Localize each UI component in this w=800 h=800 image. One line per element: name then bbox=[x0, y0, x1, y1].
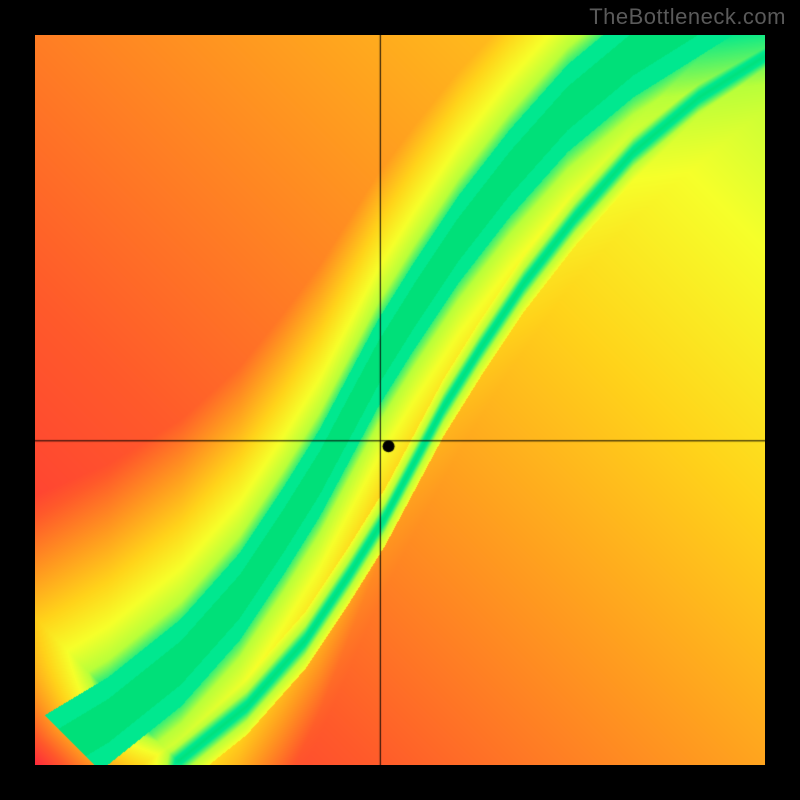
watermark-text: TheBottleneck.com bbox=[589, 4, 786, 30]
bottleneck-heatmap bbox=[35, 35, 765, 765]
chart-stage: TheBottleneck.com bbox=[0, 0, 800, 800]
